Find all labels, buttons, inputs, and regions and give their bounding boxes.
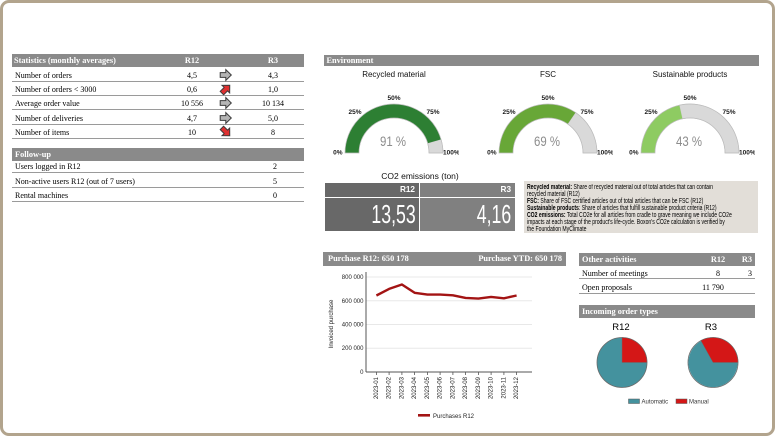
svg-text:2023-02: 2023-02 bbox=[387, 376, 393, 399]
svg-text:2023-08: 2023-08 bbox=[463, 376, 469, 399]
svg-text:50%: 50% bbox=[683, 95, 696, 102]
svg-text:75%: 75% bbox=[426, 109, 439, 116]
svg-text:600 000: 600 000 bbox=[342, 299, 364, 305]
svg-text:2023-03: 2023-03 bbox=[399, 376, 405, 399]
svg-text:100%: 100% bbox=[739, 150, 755, 157]
svg-text:100%: 100% bbox=[443, 150, 459, 157]
svg-text:2023-07: 2023-07 bbox=[450, 376, 456, 399]
svg-text:25%: 25% bbox=[348, 109, 361, 116]
svg-text:Automatic: Automatic bbox=[642, 400, 669, 406]
svg-text:0%: 0% bbox=[487, 150, 497, 157]
svg-text:200 000: 200 000 bbox=[342, 346, 364, 352]
svg-text:2023-01: 2023-01 bbox=[374, 376, 380, 399]
svg-text:2023-06: 2023-06 bbox=[438, 376, 444, 399]
svg-text:2023-11: 2023-11 bbox=[501, 376, 507, 398]
svg-text:69 %: 69 % bbox=[534, 133, 560, 149]
svg-text:25%: 25% bbox=[502, 109, 515, 116]
svg-text:2023-09: 2023-09 bbox=[476, 376, 482, 399]
svg-text:2023-12: 2023-12 bbox=[514, 376, 520, 399]
svg-text:Purchases R12: Purchases R12 bbox=[433, 414, 475, 420]
svg-text:25%: 25% bbox=[644, 109, 657, 116]
svg-text:50%: 50% bbox=[541, 95, 554, 102]
svg-text:2023-10: 2023-10 bbox=[489, 376, 495, 399]
svg-text:43 %: 43 % bbox=[676, 133, 702, 149]
svg-text:0%: 0% bbox=[629, 150, 639, 157]
svg-text:800 000: 800 000 bbox=[342, 275, 364, 281]
svg-text:100%: 100% bbox=[597, 150, 613, 157]
svg-text:2023-04: 2023-04 bbox=[412, 376, 418, 399]
svg-text:Manual: Manual bbox=[689, 400, 709, 406]
svg-text:75%: 75% bbox=[722, 109, 735, 116]
svg-text:400 000: 400 000 bbox=[342, 323, 364, 329]
svg-text:91 %: 91 % bbox=[380, 133, 406, 149]
svg-text:50%: 50% bbox=[387, 95, 400, 102]
svg-text:75%: 75% bbox=[580, 109, 593, 116]
svg-text:0: 0 bbox=[360, 370, 364, 376]
svg-text:2023-05: 2023-05 bbox=[425, 376, 431, 399]
svg-text:0%: 0% bbox=[333, 150, 343, 157]
svg-text:Invoiced purchase: Invoiced purchase bbox=[329, 299, 335, 348]
